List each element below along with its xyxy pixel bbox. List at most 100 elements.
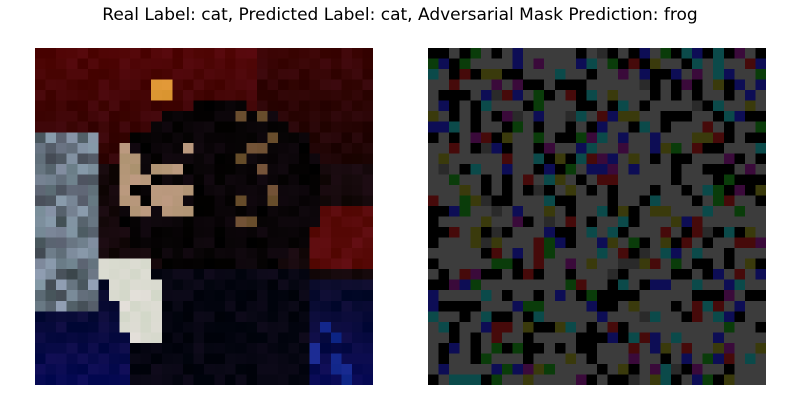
mask-pixel xyxy=(459,132,471,143)
original-pixel xyxy=(309,363,321,375)
mask-pixel xyxy=(470,205,482,217)
mask-pixel xyxy=(692,300,703,312)
original-pixel xyxy=(119,195,131,207)
original-pixel xyxy=(119,48,131,59)
mask-pixel xyxy=(734,132,746,143)
original-pixel xyxy=(172,290,184,301)
mask-pixel xyxy=(544,342,555,354)
original-pixel xyxy=(277,142,289,154)
mask-pixel xyxy=(755,100,766,112)
original-pixel xyxy=(351,121,363,133)
original-pixel xyxy=(341,48,353,59)
mask-pixel xyxy=(501,300,513,312)
original-pixel xyxy=(235,216,247,228)
original-pixel xyxy=(256,132,268,143)
mask-pixel xyxy=(649,248,661,259)
original-pixel xyxy=(351,69,363,80)
original-pixel xyxy=(35,300,46,312)
original-pixel xyxy=(362,205,373,217)
mask-pixel xyxy=(428,142,439,154)
mask-pixel xyxy=(670,79,682,91)
mask-pixel xyxy=(438,163,450,175)
mask-pixel xyxy=(428,216,439,228)
mask-pixel xyxy=(449,269,460,280)
original-pixel xyxy=(98,374,110,385)
mask-pixel xyxy=(512,258,524,270)
mask-pixel xyxy=(755,58,766,70)
mask-pixel xyxy=(575,269,587,280)
original-pixel xyxy=(362,174,373,186)
mask-pixel xyxy=(692,79,703,91)
mask-pixel xyxy=(491,269,503,280)
mask-pixel xyxy=(428,48,439,59)
original-pixel xyxy=(267,353,279,365)
original-pixel xyxy=(161,290,173,301)
original-pixel xyxy=(161,311,173,323)
original-pixel xyxy=(108,48,120,59)
original-pixel xyxy=(320,342,331,354)
mask-pixel xyxy=(565,174,577,186)
mask-pixel xyxy=(428,69,439,80)
mask-pixel xyxy=(501,227,513,238)
original-pixel xyxy=(277,363,289,375)
mask-pixel xyxy=(670,279,682,291)
mask-pixel xyxy=(523,290,534,301)
original-pixel xyxy=(362,121,373,133)
mask-pixel xyxy=(702,153,714,165)
mask-pixel xyxy=(744,184,756,196)
original-pixel xyxy=(45,48,57,59)
original-pixel xyxy=(56,353,67,365)
mask-pixel xyxy=(565,311,577,323)
original-pixel xyxy=(330,121,342,133)
mask-pixel xyxy=(586,153,598,165)
original-pixel xyxy=(225,58,236,70)
mask-pixel xyxy=(544,311,555,323)
mask-pixel xyxy=(512,374,524,385)
mask-pixel xyxy=(575,100,587,112)
mask-pixel xyxy=(713,90,724,101)
original-pixel xyxy=(246,300,258,312)
mask-pixel xyxy=(607,205,619,217)
original-pixel xyxy=(66,174,78,186)
original-pixel xyxy=(193,227,205,238)
mask-pixel xyxy=(565,353,577,365)
mask-pixel xyxy=(459,121,471,133)
original-pixel xyxy=(214,48,226,59)
original-pixel xyxy=(56,227,67,238)
original-pixel xyxy=(151,311,162,323)
mask-pixel xyxy=(649,163,661,175)
original-pixel xyxy=(161,332,173,344)
mask-pixel xyxy=(692,216,703,228)
original-pixel xyxy=(140,363,152,375)
mask-pixel xyxy=(586,48,598,59)
original-pixel xyxy=(362,142,373,154)
original-pixel xyxy=(246,290,258,301)
original-pixel xyxy=(98,184,110,196)
original-pixel xyxy=(246,216,258,228)
mask-pixel xyxy=(428,100,439,112)
mask-pixel xyxy=(533,321,545,333)
mask-pixel xyxy=(692,142,703,154)
mask-pixel xyxy=(607,321,619,333)
mask-pixel xyxy=(660,374,672,385)
mask-pixel xyxy=(449,69,460,80)
mask-pixel xyxy=(554,237,566,249)
original-pixel xyxy=(193,195,205,207)
mask-pixel xyxy=(660,132,672,143)
original-pixel xyxy=(87,342,99,354)
original-pixel xyxy=(299,142,310,154)
mask-pixel xyxy=(480,163,492,175)
original-pixel xyxy=(256,195,268,207)
original-pixel xyxy=(108,237,120,249)
original-pixel xyxy=(256,216,268,228)
original-pixel xyxy=(182,184,194,196)
mask-pixel xyxy=(459,374,471,385)
mask-pixel xyxy=(734,100,746,112)
mask-pixel xyxy=(713,142,724,154)
mask-pixel xyxy=(565,269,577,280)
original-pixel xyxy=(119,90,131,101)
original-pixel xyxy=(267,248,279,259)
mask-pixel xyxy=(660,184,672,196)
original-pixel xyxy=(309,79,321,91)
mask-pixel xyxy=(734,174,746,186)
